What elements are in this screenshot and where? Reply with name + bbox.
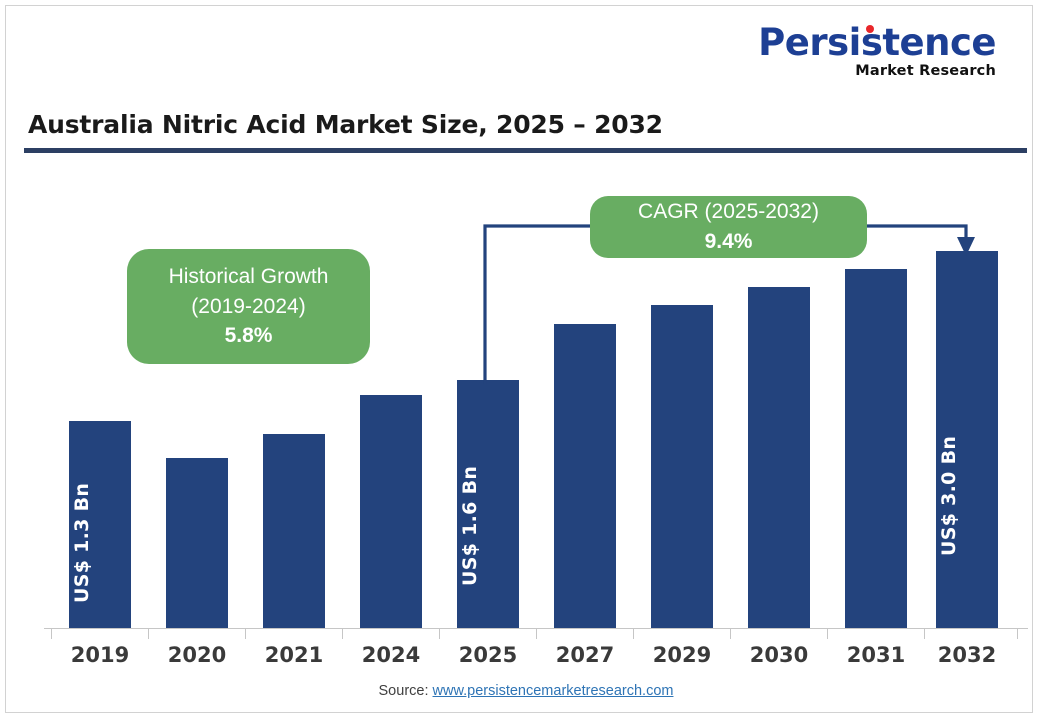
callout-historical-line1: Historical Growth <box>168 264 329 288</box>
callout-cagr-value: 9.4% <box>704 230 753 253</box>
x-axis-tick <box>245 628 246 639</box>
x-axis-tick <box>51 628 52 639</box>
xtick-2019: 2019 <box>70 643 130 667</box>
bar-2024 <box>360 395 422 628</box>
xtick-2031: 2031 <box>846 643 906 667</box>
xtick-2021: 2021 <box>264 643 324 667</box>
callout-historical-growth: Historical Growth (2019-2024) 5.8% <box>127 249 370 364</box>
x-axis-tick <box>148 628 149 639</box>
bar-2029 <box>651 305 713 628</box>
bar-label-2032: US$ 3.0 Bn <box>938 435 960 556</box>
x-axis-tick <box>924 628 925 639</box>
logo-brand-label: Persistence <box>758 21 996 64</box>
callout-cagr-line1: CAGR (2025-2032) <box>638 200 819 224</box>
xtick-2027: 2027 <box>555 643 615 667</box>
chart-frame: Persistence Market Research Australia Ni… <box>5 5 1033 713</box>
xtick-2032: 2032 <box>937 643 997 667</box>
x-axis-tick <box>342 628 343 639</box>
bar-label-2019: US$ 1.3 Bn <box>71 482 93 603</box>
x-axis-tick <box>536 628 537 639</box>
bar-2020 <box>166 458 228 628</box>
x-axis-tick <box>730 628 731 639</box>
bar-2027 <box>554 324 616 628</box>
page-title: Australia Nitric Acid Market Size, 2025 … <box>28 110 663 139</box>
callout-historical-value: 5.8% <box>224 324 273 348</box>
callout-cagr: CAGR (2025-2032) 9.4% <box>590 196 867 258</box>
x-axis-tick <box>439 628 440 639</box>
xtick-2025: 2025 <box>458 643 518 667</box>
title-underline <box>24 148 1027 153</box>
bar-2030 <box>748 287 810 628</box>
bar-2025 <box>457 380 519 628</box>
source-prefix: Source: <box>378 683 433 699</box>
brand-logo: Persistence Market Research <box>758 24 996 79</box>
source-link[interactable]: www.persistencemarketresearch.com <box>432 683 674 699</box>
x-axis-tick <box>1017 628 1018 639</box>
source-note: Source: www.persistencemarketresearch.co… <box>6 683 1040 699</box>
bar-chart: US$ 1.3 Bn US$ 1.6 Bn US$ 3.0 Bn 2019 20… <box>6 6 1040 726</box>
xtick-2020: 2020 <box>167 643 227 667</box>
logo-tagline: Market Research <box>855 63 996 79</box>
x-axis-tick <box>827 628 828 639</box>
bar-2019 <box>69 421 131 628</box>
xtick-2024: 2024 <box>361 643 421 667</box>
logo-brand-text: Persistence <box>758 24 996 61</box>
xtick-2030: 2030 <box>749 643 809 667</box>
xtick-2029: 2029 <box>652 643 712 667</box>
bar-label-2025: US$ 1.6 Bn <box>459 465 481 586</box>
x-axis-tick <box>633 628 634 639</box>
bar-2031 <box>845 269 907 628</box>
callout-historical-line2: (2019-2024) <box>191 294 306 318</box>
bar-2021 <box>263 434 325 628</box>
logo-dot-icon <box>866 25 875 33</box>
